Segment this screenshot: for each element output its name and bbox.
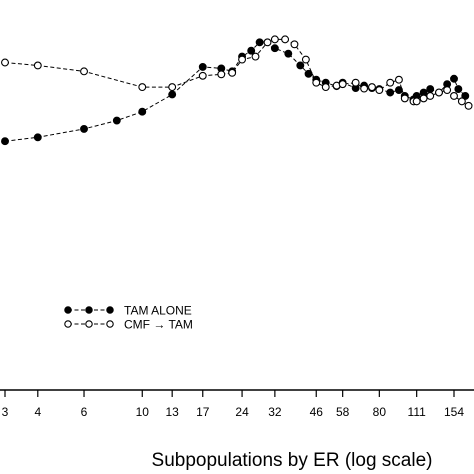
- series-1-point-12: [270, 44, 279, 53]
- legend-entry-1: TAM ALONE: [64, 304, 192, 318]
- series-2-point-14: [301, 55, 310, 64]
- series-1-point-2: [80, 124, 88, 133]
- x-tick-label-3: 3: [2, 405, 9, 419]
- x-tick-label-6: 6: [81, 405, 88, 419]
- series-2-point-9: [251, 52, 260, 61]
- x-tick-label-58: 58: [336, 405, 350, 419]
- series-2-point-0: [1, 58, 9, 67]
- x-tick-label-154: 154: [444, 405, 464, 419]
- x-tick-label-80: 80: [373, 405, 387, 419]
- legend-marker-2-2: [106, 320, 114, 328]
- legend-entry-2: CMF → TAM: [64, 318, 193, 332]
- legend-marker-2-1: [85, 320, 93, 328]
- series-2-point-12: [281, 35, 290, 44]
- series-2-point-3: [138, 83, 147, 92]
- series-2-point-4: [168, 83, 177, 92]
- x-tick-label-13: 13: [165, 405, 179, 419]
- series-1-point-25: [394, 86, 403, 95]
- series-2-point-30: [435, 88, 443, 97]
- series-2-point-6: [217, 70, 226, 79]
- series-1-point-3: [112, 116, 121, 125]
- legend-label-2: CMF → TAM: [124, 318, 193, 332]
- series-2-point-21: [368, 83, 376, 92]
- legend-marker-1-0: [64, 306, 72, 314]
- series-1-point-14: [296, 61, 305, 70]
- series-2-point-7: [228, 68, 237, 77]
- x-tick-label-111: 111: [408, 405, 427, 419]
- series-2-point-28: [419, 94, 428, 103]
- series-1-point-30: [426, 85, 435, 94]
- series-2-point-27: [412, 97, 421, 106]
- series-1-point-34: [454, 85, 463, 94]
- series-1-point-11: [255, 38, 264, 47]
- series-2-point-5: [198, 71, 207, 80]
- series-2-point-23: [386, 78, 395, 87]
- x-tick-label-46: 46: [310, 405, 324, 419]
- series-2-point-8: [238, 55, 247, 64]
- series-2-point-31: [443, 86, 452, 95]
- series-2-point-11: [270, 35, 279, 44]
- series-2-point-33: [457, 97, 466, 106]
- series-1-point-1: [33, 133, 42, 142]
- series-2-point-16: [321, 83, 330, 92]
- series-2-point-13: [290, 40, 299, 49]
- legend-marker-1-1: [85, 306, 93, 314]
- series-2-point-24: [394, 75, 403, 84]
- series-2-point-1: [33, 61, 42, 70]
- x-tick-layer: 3 4 6 10 13 17 24 32 46 58 80 111 154: [2, 390, 464, 419]
- x-tick-label-4: 4: [34, 405, 41, 419]
- series-1-point-10: [247, 46, 256, 55]
- series-2-point-2: [80, 67, 88, 76]
- series-layer: [1, 35, 473, 146]
- series-1: [1, 38, 470, 146]
- series-2-point-25: [400, 94, 409, 103]
- series-1-point-33: [450, 74, 458, 83]
- x-tick-label-10: 10: [136, 405, 150, 419]
- series-2-point-29: [426, 92, 435, 100]
- series-1-point-4: [138, 107, 147, 116]
- series-1-point-35: [461, 92, 470, 100]
- series-1-point-5: [168, 90, 177, 99]
- series-2-point-34: [464, 101, 473, 110]
- series-2-point-32: [450, 92, 458, 100]
- x-tick-label-17: 17: [196, 405, 210, 419]
- series-2-point-10: [263, 38, 272, 47]
- series-1-point-6: [198, 62, 207, 71]
- series-2-point-19: [351, 78, 360, 87]
- series-2-point-20: [360, 84, 369, 93]
- series-2: [1, 35, 473, 110]
- series-2-point-18: [338, 80, 347, 89]
- series-1-point-13: [284, 49, 293, 58]
- x-tick-label-32: 32: [268, 405, 282, 419]
- series-1-point-15: [304, 69, 313, 78]
- x-tick-label-24: 24: [235, 405, 249, 419]
- series-2-point-22: [375, 86, 384, 95]
- series-line-2: [4, 38, 469, 107]
- x-axis-label: Subpopulations by ER (log scale): [152, 450, 433, 471]
- legend-marker-2-0: [64, 320, 72, 328]
- series-1-point-24: [386, 88, 395, 97]
- series-1-point-0: [1, 137, 9, 146]
- series-2-point-15: [312, 78, 321, 87]
- legend-label-1: TAM ALONE: [124, 304, 192, 318]
- legend-marker-1-2: [106, 306, 114, 314]
